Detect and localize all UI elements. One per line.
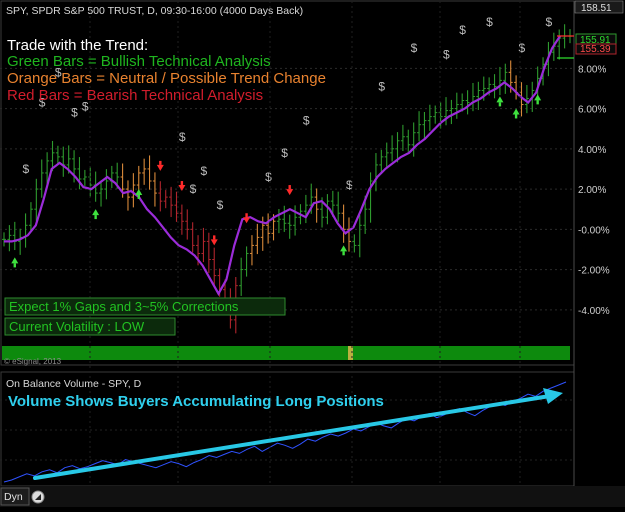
buy-arrow-stem	[13, 263, 16, 268]
top-price-box	[574, 0, 624, 14]
last-price: 155.91	[580, 35, 611, 46]
obv-trend-arrowhead	[543, 388, 563, 404]
dollar-sign-icon: $	[55, 65, 62, 79]
sell-arrow-icon	[178, 185, 186, 192]
volatility-note-box	[4, 317, 176, 336]
signal-strip-marker	[348, 346, 353, 360]
y-tick-label: 2.00%	[578, 185, 606, 196]
dollar-sign-icon: $	[486, 15, 493, 29]
y-tick-label: -0.00%	[578, 225, 610, 236]
sell-arrow-stem	[213, 235, 216, 240]
dollar-sign-icon: $	[217, 198, 224, 212]
legend-red: Red Bars = Bearish Technical Analysis	[7, 87, 263, 104]
buy-arrow-icon	[496, 96, 504, 103]
obv-title: On Balance Volume - SPY, D	[6, 378, 142, 390]
dollar-sign-icon: $	[71, 106, 78, 120]
dollar-sign-icon: $	[545, 15, 552, 29]
sell-arrow-icon	[156, 164, 164, 171]
volume-gridlines	[0, 399, 574, 461]
buy-arrow-icon	[534, 94, 542, 101]
buy-arrow-icon	[340, 245, 348, 252]
moving-average	[4, 35, 561, 296]
dollar-sign-icon: $	[459, 23, 466, 37]
dollar-sign-icon: $	[443, 47, 450, 61]
volatility-note: Current Volatility : LOW	[9, 319, 145, 334]
ref-price-box	[575, 43, 617, 55]
dollar-sign-icon: $	[82, 100, 89, 114]
dollar-sign-icon: $	[190, 182, 197, 196]
chevron-icon	[35, 494, 41, 500]
y-axis: 8.00% 6.00% 4.00% 2.00% -0.00% -2.00% -4.00%	[578, 64, 610, 317]
signal-markers: $$$$ $$$$$$$$$$$ $$$$$	[11, 15, 552, 268]
gaps-note-box	[4, 297, 286, 316]
dollar-sign-icon: $	[281, 146, 288, 160]
sell-arrow-icon	[286, 189, 294, 196]
dollar-sign-icon: $	[200, 164, 207, 178]
dollar-sign-icon: $	[265, 170, 272, 184]
y-tick-label: -2.00%	[578, 266, 610, 277]
buy-arrow-icon	[135, 188, 143, 195]
buy-arrow-stem	[514, 114, 518, 119]
buy-arrow-icon	[11, 257, 19, 264]
sell-arrow-stem	[245, 213, 248, 218]
dollar-sign-icon: $	[23, 162, 30, 176]
bottom-bar	[0, 486, 625, 507]
obv-trend-arrow	[33, 394, 552, 480]
chart-title: SPY, SPDR S&P 500 TRUST, D, 09:30-16:00 …	[6, 5, 303, 17]
buy-arrow-stem	[94, 215, 97, 220]
obv-line	[3, 381, 567, 483]
legend-green: Green Bars = Bullish Technical Analysis	[7, 53, 271, 70]
dyn-label: Dyn	[4, 491, 23, 503]
sell-arrow-stem	[159, 160, 162, 165]
dollar-sign-icon: $	[179, 130, 186, 144]
buy-arrow-stem	[498, 102, 502, 107]
sell-arrow-icon	[243, 217, 251, 224]
dollar-sign-icon: $	[411, 41, 418, 55]
sell-arrow-icon	[210, 239, 218, 246]
buy-arrow-icon	[92, 209, 100, 216]
signal-strip	[2, 346, 570, 360]
y-tick-label: 8.00%	[578, 64, 606, 75]
obv-series	[3, 381, 567, 483]
y-tick-label: -4.00%	[578, 306, 610, 317]
buy-arrow-stem	[342, 251, 345, 256]
legend-orange: Orange Bars = Neutral / Possible Trend C…	[7, 70, 326, 87]
legend-heading: Trade with the Trend:	[7, 37, 148, 54]
buy-arrow-stem	[536, 100, 539, 105]
y-tick-label: 6.00%	[578, 105, 606, 116]
buy-arrow-icon	[512, 108, 520, 115]
dollar-sign-icon: $	[518, 41, 525, 55]
ref-price: 155.39	[580, 44, 611, 55]
sell-arrow-stem	[288, 185, 291, 190]
gaps-note: Expect 1% Gaps and 3~5% Corrections	[9, 299, 239, 314]
dollar-sign-icon: $	[346, 178, 353, 192]
y-tick-label: 4.00%	[578, 145, 606, 156]
sell-arrow-stem	[180, 181, 184, 186]
obv-annotation: Volume Shows Buyers Accumulating Long Po…	[8, 393, 384, 410]
dollar-sign-icon: $	[378, 79, 385, 93]
moving-average-line	[4, 35, 561, 296]
dyn-button[interactable]	[0, 487, 30, 506]
buy-arrow-stem	[137, 194, 140, 199]
dollar-sign-icon: $	[39, 96, 46, 110]
dollar-sign-icon: $	[303, 114, 310, 128]
signal-strip-bar	[2, 346, 570, 360]
watermark: © eSignal, 2013	[4, 357, 62, 366]
top-price: 158.51	[581, 3, 612, 14]
